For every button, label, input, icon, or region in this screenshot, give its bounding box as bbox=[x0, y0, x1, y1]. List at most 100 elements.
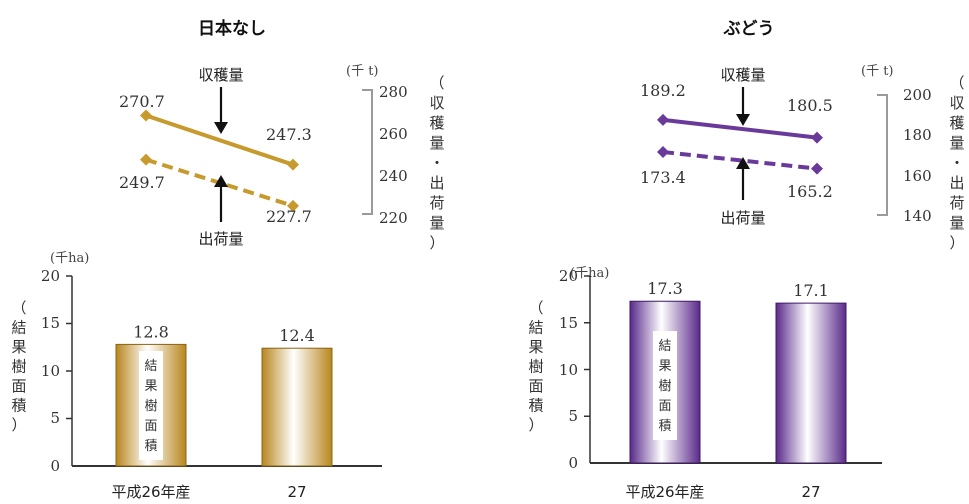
arrow-down-icon bbox=[736, 87, 750, 126]
series-label-shipment-budou: 出荷量 bbox=[720, 209, 765, 227]
vertical-char: （ bbox=[949, 74, 964, 92]
bar-inner-label-box-nashi bbox=[139, 351, 163, 460]
bar-y-tick-10: 10 bbox=[41, 362, 60, 380]
vertical-char: 出 bbox=[949, 174, 964, 192]
vertical-char: 積 bbox=[11, 397, 26, 415]
bar-unit-label-budou: (千ha) bbox=[570, 266, 609, 281]
point-shipment-1 bbox=[811, 162, 823, 175]
data-label-shipment-26-budou: 173.4 bbox=[640, 168, 686, 187]
point-shipment-0 bbox=[657, 145, 669, 158]
vertical-char: 収 bbox=[429, 94, 444, 112]
vertical-char: 出 bbox=[429, 174, 444, 192]
data-label-shipment-27-budou: 165.2 bbox=[787, 182, 833, 201]
vertical-char: 果 bbox=[144, 379, 157, 394]
vertical-char: 面 bbox=[144, 419, 157, 434]
chart-title-budou: ぶどう bbox=[723, 19, 775, 39]
y-tick-240: 240 bbox=[379, 167, 408, 185]
series-label-harvest: 収穫量 bbox=[198, 66, 243, 84]
y-tick-260: 260 bbox=[379, 125, 408, 143]
bar-y-tick-20-budou: 20 bbox=[559, 267, 578, 285]
series-label-shipment: 出荷量 bbox=[198, 230, 243, 248]
point-harvest-0 bbox=[657, 113, 669, 126]
bar-nashi-27 bbox=[261, 347, 333, 467]
bar-y-tick-5-budou: 5 bbox=[568, 407, 578, 425]
vertical-char: 樹 bbox=[528, 358, 543, 376]
series-points-nashi bbox=[140, 109, 299, 212]
data-label-harvest-27: 247.3 bbox=[266, 125, 312, 144]
y-unit-label-budou: (千 t) bbox=[861, 64, 894, 79]
arrow-up-icon bbox=[736, 157, 750, 200]
vertical-char: 面 bbox=[658, 399, 671, 414]
bar-y-tick-5: 5 bbox=[50, 409, 60, 427]
bar-inner-label-box-budou bbox=[653, 331, 677, 440]
vertical-char: 樹 bbox=[11, 358, 26, 376]
arrow-down-icon bbox=[214, 87, 228, 134]
x-label-26-nashi: 平成26年産 bbox=[111, 483, 190, 501]
vertical-char: 穫 bbox=[429, 114, 444, 132]
vertical-char: 量 bbox=[949, 134, 964, 152]
point-harvest-1 bbox=[287, 158, 299, 171]
vertical-char: ） bbox=[528, 416, 543, 434]
line-chart-budou: 189.2 180.5 173.4 165.2 収穫量 出荷量 (千 t) 20… bbox=[640, 64, 965, 252]
vertical-char: 穫 bbox=[949, 114, 964, 132]
vertical-char: 結 bbox=[144, 359, 157, 374]
y-axis-bracket-budou bbox=[877, 94, 888, 216]
bar-budou-27 bbox=[775, 302, 847, 464]
chart-title-nashi: 日本なし bbox=[198, 18, 266, 39]
data-label-harvest-27-budou: 180.5 bbox=[787, 96, 833, 115]
y-tick-220: 220 bbox=[379, 209, 408, 227]
vertical-char: 樹 bbox=[144, 399, 157, 414]
vertical-char: 面 bbox=[11, 377, 26, 395]
bar-y-ticks-nashi bbox=[66, 275, 72, 420]
bar-unit-label-nashi: (千ha) bbox=[50, 251, 89, 266]
point-shipment-0 bbox=[140, 153, 152, 166]
data-label-harvest-26-budou: 189.2 bbox=[640, 81, 686, 100]
data-label-shipment-27: 227.7 bbox=[266, 207, 312, 226]
arrow-up-icon bbox=[214, 175, 228, 222]
vertical-char: （ bbox=[528, 299, 543, 317]
bar-y-tick-20: 20 bbox=[41, 267, 60, 285]
point-harvest-1 bbox=[811, 131, 823, 144]
bar-value-label-26: 12.8 bbox=[133, 322, 169, 341]
vertical-char: ・ bbox=[949, 154, 964, 172]
vertical-char: 結 bbox=[528, 319, 543, 337]
y-tick-280: 280 bbox=[379, 83, 408, 101]
bar-y-tick-15-budou: 15 bbox=[559, 314, 578, 332]
data-label-harvest-26: 270.7 bbox=[119, 92, 165, 111]
vertical-char: 樹 bbox=[658, 379, 671, 394]
bar-value-label-27-budou: 17.1 bbox=[793, 281, 829, 300]
vertical-char: 果 bbox=[658, 359, 671, 374]
bar-y-tick-0: 0 bbox=[50, 457, 60, 475]
line-chart-nashi: 270.7 247.3 249.7 227.7 収穫量 出荷量 (千 t) 28… bbox=[119, 64, 445, 252]
vertical-char: 結 bbox=[11, 319, 26, 337]
bar-value-label-27: 12.4 bbox=[279, 326, 315, 345]
bar-y-tick-10-budou: 10 bbox=[559, 361, 578, 379]
y-axis-label-harvest-shipment-nashi: （収穫量・出荷量） bbox=[429, 74, 444, 252]
vertical-char: 量 bbox=[949, 214, 964, 232]
vertical-char: 積 bbox=[658, 419, 671, 434]
y-unit-label-nashi: (千 t) bbox=[346, 64, 379, 79]
vertical-char: （ bbox=[11, 299, 26, 317]
vertical-char: 面 bbox=[528, 377, 543, 395]
bar-y-ticks-budou bbox=[584, 275, 590, 417]
point-shipment-1 bbox=[287, 199, 299, 212]
point-harvest-0 bbox=[140, 109, 152, 122]
series-label-harvest-budou: 収穫量 bbox=[720, 66, 765, 84]
vertical-char: （ bbox=[429, 74, 444, 92]
bar-value-label-26-budou: 17.3 bbox=[647, 279, 683, 298]
vertical-char: ） bbox=[429, 234, 444, 252]
vertical-char: 結 bbox=[658, 339, 671, 354]
vertical-char: 積 bbox=[144, 439, 157, 454]
x-label-27-nashi: 27 bbox=[287, 483, 306, 501]
vertical-char: 荷 bbox=[949, 194, 964, 212]
series-points-budou bbox=[657, 113, 823, 175]
vertical-char: 量 bbox=[429, 214, 444, 232]
data-label-shipment-26: 249.7 bbox=[119, 173, 165, 192]
y-tick-140: 140 bbox=[903, 207, 932, 225]
